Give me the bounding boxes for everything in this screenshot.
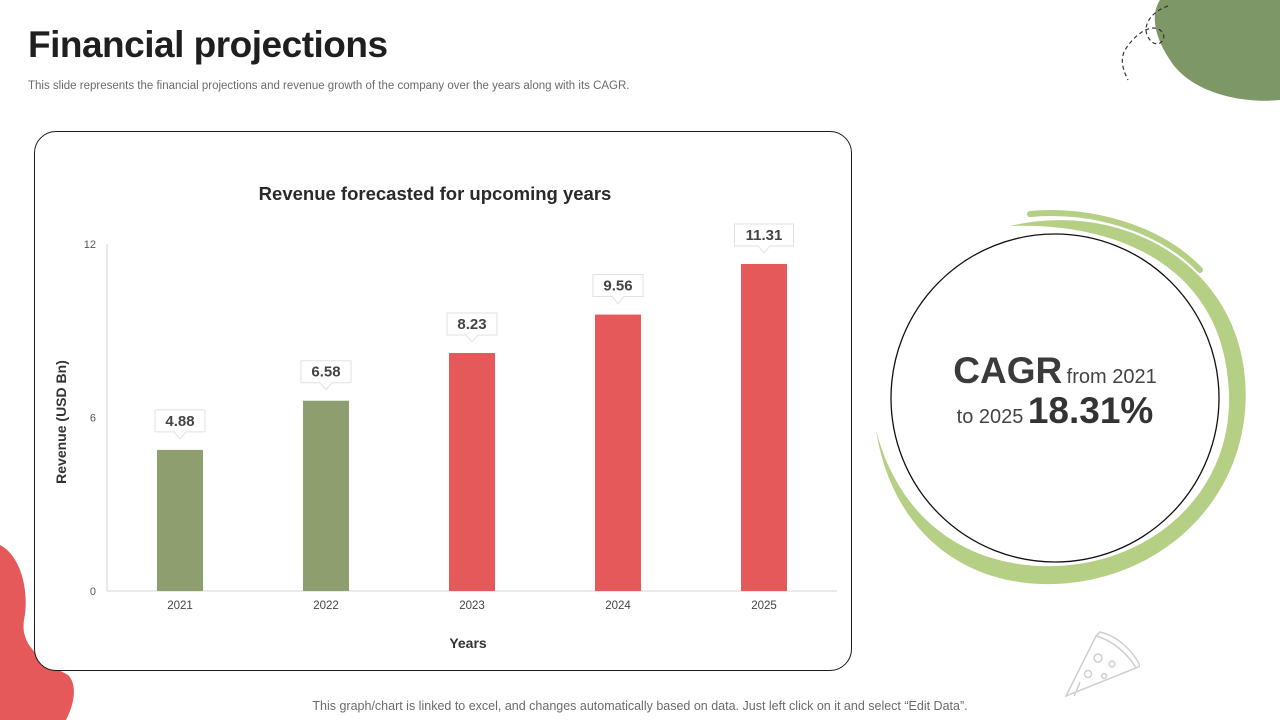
x-tick-label: 2022 (313, 600, 339, 612)
data-label-box (300, 360, 352, 391)
x-tick-label: 2025 (751, 600, 777, 612)
x-tick-label: 2024 (605, 600, 631, 612)
green-blob-decor (1121, 0, 1280, 101)
page-title: Financial projections (28, 24, 388, 65)
cagr-from-text: from 2021 (1066, 366, 1157, 388)
y-tick-label: 0 (90, 586, 96, 598)
data-label-box (734, 223, 794, 254)
cagr-value: 18.31% (1027, 390, 1154, 431)
chart-card[interactable]: Revenue forecasted for upcoming years 0 6… (34, 131, 852, 671)
revenue-bar-chart[interactable]: Revenue forecasted for upcoming years 0 6… (35, 132, 853, 672)
data-label-box (592, 274, 644, 305)
cagr-summary: CAGR from 2021 to 2025 18.31% (890, 350, 1220, 432)
x-tick-label: 2021 (167, 600, 193, 612)
bar-series[interactable]: 4.88 6.58 8.23 9.56 11.31 (154, 223, 794, 591)
data-label: 11.31 (746, 227, 783, 244)
red-blob-decor (0, 545, 74, 720)
data-label: 6.58 (311, 364, 340, 381)
cagr-to-text: to 2025 (956, 406, 1024, 428)
page-subtitle: This slide represents the financial proj… (28, 80, 630, 92)
bar-2021[interactable] (157, 449, 203, 591)
data-label: 9.56 (603, 278, 632, 295)
footer-note: This graph/chart is linked to excel, and… (312, 699, 968, 713)
y-tick-label: 6 (90, 413, 96, 425)
data-label: 8.23 (457, 316, 486, 333)
cagr-label: CAGR (953, 350, 1063, 391)
data-label: 4.88 (165, 413, 194, 430)
data-label-box (446, 312, 498, 343)
y-tick-labels: 0 6 12 (84, 239, 96, 598)
bar-2025[interactable] (741, 263, 787, 591)
pizza-slice-icon (1064, 631, 1140, 698)
x-tick-labels: 2021 2022 2023 2024 2025 (167, 600, 777, 612)
bar-2022[interactable] (303, 400, 349, 591)
x-axis-label: Years (449, 635, 487, 651)
y-tick-label: 12 (84, 239, 96, 251)
data-label-box (154, 409, 206, 440)
cagr-circle-graphic (876, 210, 1246, 585)
bar-2023[interactable] (449, 353, 495, 591)
chart-title: Revenue forecasted for upcoming years (259, 183, 612, 204)
y-axis-label: Revenue (USD Bn) (53, 360, 69, 484)
x-tick-label: 2023 (459, 600, 485, 612)
bar-2024[interactable] (595, 314, 641, 591)
